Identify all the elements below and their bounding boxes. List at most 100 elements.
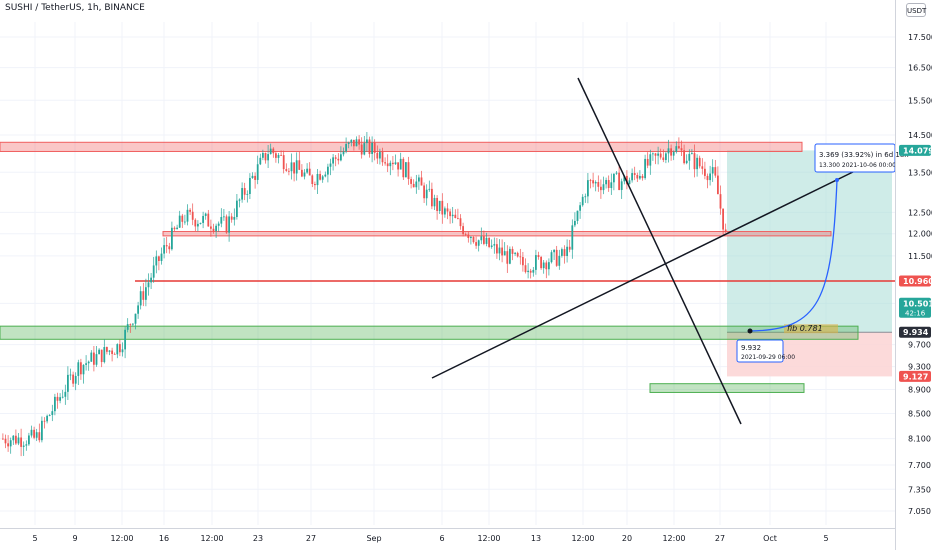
x-tick-label: 12:00 (110, 534, 133, 543)
trendline (577, 77, 742, 425)
candle-body (126, 324, 129, 330)
candle-body (7, 443, 9, 447)
x-tick-label: 16 (159, 534, 169, 543)
candle-body (191, 211, 194, 220)
candle-body (488, 237, 490, 247)
candle-body (654, 153, 657, 156)
candle-body (332, 157, 334, 164)
level-zone (0, 325, 859, 340)
candle-body (254, 175, 256, 180)
candle-body (514, 252, 516, 254)
candle-body (722, 208, 724, 230)
candle-body (714, 167, 717, 176)
candle-body (264, 152, 267, 161)
candle-body (28, 435, 30, 445)
candle-body (353, 139, 355, 147)
candle-body (431, 188, 433, 207)
candle-body (457, 217, 459, 219)
candle-body (467, 234, 470, 239)
candle-body (38, 432, 41, 441)
candle-body (384, 162, 386, 164)
candle-body (433, 197, 436, 207)
candle-body (602, 184, 605, 191)
candle-body (314, 184, 316, 186)
candle-body (381, 151, 384, 163)
candle-body (168, 246, 171, 250)
candle-body (399, 158, 402, 170)
candle-body (241, 188, 243, 200)
entry-box (736, 339, 784, 363)
candle-body (54, 396, 56, 412)
y-tick-label: 8.900 (908, 386, 931, 395)
candle-body (301, 169, 303, 177)
candle-body (470, 236, 472, 239)
candle-body (438, 200, 441, 211)
candle-body (371, 142, 373, 155)
candle-body (113, 353, 116, 355)
candle-body (724, 229, 727, 232)
candle-body (509, 248, 511, 264)
candle-body (347, 142, 350, 144)
candle-body (501, 247, 503, 256)
candle-body (407, 162, 410, 180)
candle-body (566, 246, 568, 257)
candle-body (420, 177, 423, 186)
candle-body (657, 153, 659, 156)
candle-body (529, 270, 532, 273)
candle-body (698, 157, 701, 167)
level-zone (0, 141, 803, 152)
candle-body (61, 396, 64, 398)
projection-line1: 3.369 (33.92%) in 6d 18h (819, 151, 909, 159)
candle-body (688, 153, 691, 161)
candle-body (394, 162, 397, 165)
candle-body (189, 209, 191, 212)
candle-body (649, 154, 652, 166)
candle-body (480, 236, 483, 241)
candle-body (597, 182, 600, 187)
candle-body (412, 183, 415, 188)
candle-body (366, 139, 368, 144)
y-tick-label: 9.300 (908, 363, 931, 372)
candle-body (74, 375, 77, 384)
candle-body (269, 148, 272, 155)
candle-body (574, 220, 576, 226)
candle-body (80, 362, 82, 375)
candle-body (33, 429, 35, 438)
candle-body (402, 158, 405, 178)
candle-body (306, 168, 308, 173)
candle-body (90, 352, 93, 362)
currency-badge[interactable]: USDT (906, 3, 926, 17)
candle-body (581, 196, 584, 206)
candle-body (672, 151, 675, 156)
x-tick-label: 13 (531, 534, 541, 543)
candle-body (342, 151, 345, 155)
candle-body (527, 270, 529, 273)
candle-body (558, 255, 561, 266)
candle-body (251, 175, 254, 179)
candle-body (119, 344, 121, 353)
candle-body (22, 445, 25, 447)
candle-body (506, 251, 509, 264)
candle-body (532, 269, 535, 273)
target-point (835, 178, 839, 182)
candle-body (207, 213, 210, 227)
candle-body (392, 162, 394, 165)
x-tick-label: 27 (306, 534, 316, 543)
projection-curve (749, 179, 838, 332)
y-tick-label: 13.500 (908, 168, 932, 177)
y-tick-label: 7.350 (908, 485, 931, 494)
level-zone (649, 383, 805, 393)
candle-body (95, 354, 98, 365)
candle-body (181, 215, 184, 222)
price-label: 9.127 (903, 372, 928, 381)
candle-body (111, 350, 113, 354)
y-tick-label: 11.500 (908, 252, 932, 261)
candle-body (337, 158, 340, 161)
candle-body (615, 172, 618, 174)
candle-body (303, 172, 306, 177)
candle-body (316, 173, 319, 186)
candle-body (454, 214, 457, 218)
candle-body (639, 175, 641, 179)
candle-body (446, 208, 449, 212)
